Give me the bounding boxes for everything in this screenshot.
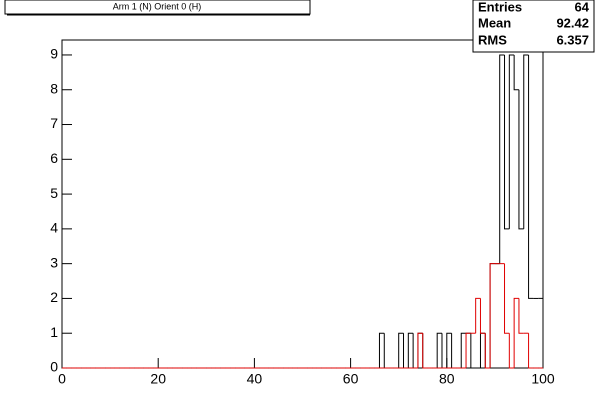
histogram-bin xyxy=(499,54,505,264)
y-tick-label: 9 xyxy=(50,46,58,62)
histogram-bin xyxy=(479,298,486,334)
histogram-bin xyxy=(518,89,524,230)
x-tick-label: 0 xyxy=(58,371,66,387)
y-tick-label: 6 xyxy=(50,150,58,166)
histogram-bin xyxy=(508,54,515,229)
histogram-bin xyxy=(528,54,534,299)
histogram-bin xyxy=(518,298,524,334)
histogram-bin xyxy=(465,332,471,368)
histogram-bin xyxy=(460,332,467,368)
stats-label: Mean xyxy=(478,15,511,30)
histogram-bin xyxy=(508,333,515,369)
x-tick-label: 40 xyxy=(247,371,263,387)
y-tick-label: 1 xyxy=(50,324,58,340)
x-tick-label: 20 xyxy=(150,371,166,387)
y-tick-label: 7 xyxy=(50,115,58,131)
stats-value: 6.357 xyxy=(556,32,589,47)
chart-title: Arm 1 (N) Orient 0 (H) xyxy=(113,1,202,11)
histogram-bin xyxy=(504,54,510,230)
histogram-bin xyxy=(407,332,414,368)
stats-value: 64 xyxy=(575,0,590,14)
y-tick-label: 0 xyxy=(50,359,58,375)
stats-label: RMS xyxy=(478,32,507,47)
histogram-bin xyxy=(523,54,529,229)
y-tick-label: 2 xyxy=(50,289,58,305)
histogram-bin xyxy=(504,263,510,334)
stats-label: Entries xyxy=(478,0,522,14)
histogram-bin xyxy=(475,297,481,334)
histogram-bin xyxy=(489,263,495,368)
y-tick-label: 3 xyxy=(50,254,58,270)
histogram-bin xyxy=(470,333,476,369)
histogram-bin xyxy=(538,297,544,368)
histogram-bin xyxy=(422,333,428,369)
histogram-bin xyxy=(513,297,519,368)
y-tick-label: 5 xyxy=(50,185,58,201)
x-tick-label: 100 xyxy=(531,371,555,387)
y-tick-label: 4 xyxy=(50,220,58,236)
histogram-bin xyxy=(417,332,423,368)
histogram-bin xyxy=(398,332,404,368)
histogram-bin xyxy=(513,54,519,91)
stats-value: 92.42 xyxy=(556,15,589,30)
x-tick-label: 80 xyxy=(439,371,455,387)
histogram-bin xyxy=(484,333,491,369)
histogram-bin xyxy=(528,333,534,369)
x-tick-label: 60 xyxy=(343,371,359,387)
stats-box xyxy=(472,0,595,53)
y-tick-label: 8 xyxy=(50,80,58,96)
histogram-bin xyxy=(436,332,442,368)
histogram-bin xyxy=(378,332,385,368)
histogram-bin xyxy=(446,332,452,368)
